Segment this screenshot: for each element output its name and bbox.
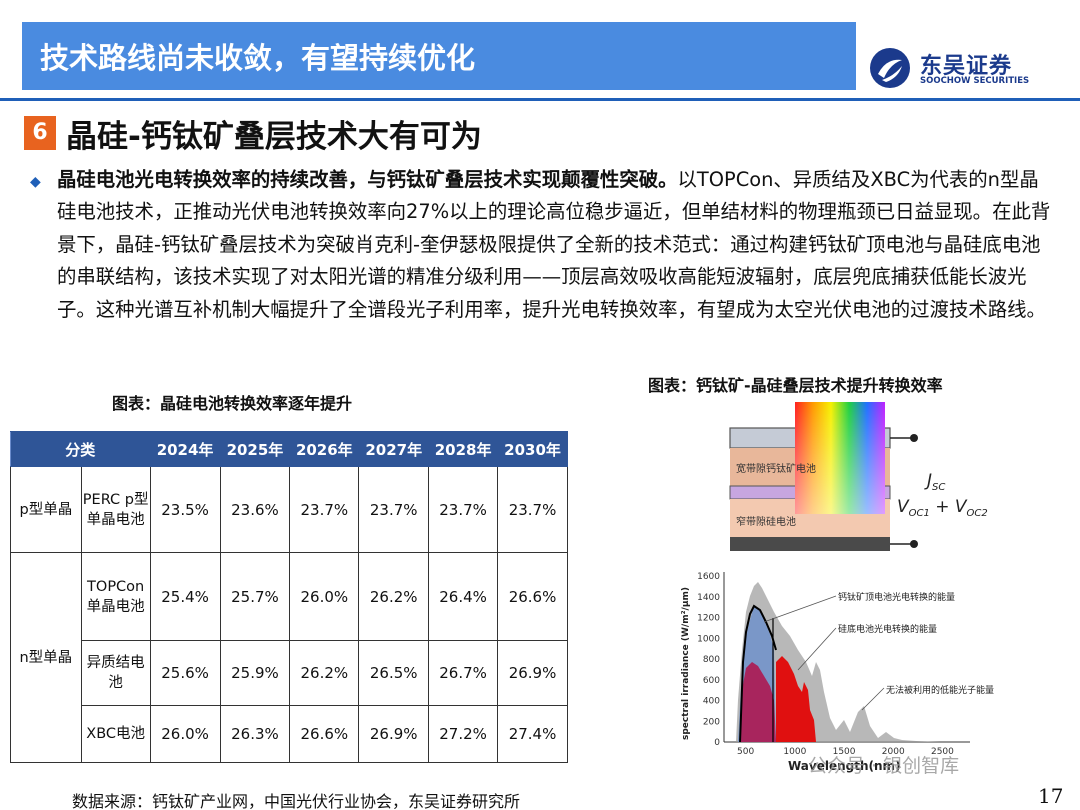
top-terminal — [910, 434, 918, 442]
y-tick-label: 1200 — [697, 614, 720, 624]
spectrum-beam-fade — [795, 402, 885, 514]
table-row: XBC电池 26.0% 26.3% 26.6% 26.9% 27.2% 27.4… — [11, 705, 568, 763]
type-cell: TOPCon单晶电池 — [80, 552, 151, 641]
logo-text-cn: 东吴证券 — [920, 54, 1013, 79]
value-cell: 26.7% — [428, 640, 499, 706]
y-tick-label: 800 — [703, 655, 720, 665]
value-cell: 26.6% — [289, 705, 360, 763]
value-cell: 26.9% — [497, 640, 568, 706]
value-cell: 25.6% — [149, 640, 221, 706]
annotation-pointer-top — [763, 595, 837, 623]
value-cell: 25.9% — [219, 640, 291, 706]
body-paragraph: 晶硅电池光电转换效率的持续改善，与钙钛矿叠层技术实现颠覆性突破。以TOPCon、… — [57, 164, 1057, 326]
logo: 东吴证券 SOOCHOW SECURITIES — [868, 46, 1068, 90]
header-cell-year: 2026年 — [289, 431, 360, 467]
value-cell: 23.7% — [428, 466, 499, 553]
bottom-electrode — [730, 537, 890, 551]
value-cell: 26.6% — [497, 552, 568, 641]
y-tick-label: 1400 — [697, 593, 720, 603]
y-axis-label: spectral irradiance (W/m²/μm) — [681, 587, 691, 740]
y-tick-labels: 1600 1400 1200 1000 800 600 400 200 0 — [697, 572, 720, 748]
efficiency-table: 分类 2024年 2025年 2026年 2027年 2028年 2030年 p… — [10, 431, 568, 763]
value-cell: 26.0% — [289, 552, 360, 641]
y-tick-label: 1600 — [697, 572, 720, 582]
section-title: 晶硅-钙钛矿叠层技术大有可为 — [66, 119, 482, 155]
annotation-perovskite-energy: 钙钛矿顶电池光电转换的能量 — [838, 591, 955, 603]
header-cell-year: 2024年 — [149, 431, 221, 467]
x-tick-label: 1500 — [833, 747, 856, 757]
perovskite-overlap-area — [740, 662, 776, 742]
value-cell: 27.4% — [497, 705, 568, 763]
annotation-silicon-energy: 硅底电池光电转换的能量 — [838, 623, 937, 635]
table-caption: 图表：晶硅电池转换效率逐年提升 — [112, 394, 353, 413]
value-cell: 26.4% — [428, 552, 499, 641]
watermark: 公众号 · 银创智库 — [808, 755, 959, 777]
figure-caption: 图表：钙钛矿-晶硅叠层技术提升转换效率 — [648, 376, 943, 395]
value-cell: 26.5% — [358, 640, 430, 706]
tandem-stack-diagram: 宽带隙钙钛矿电池 窄带隙硅电池 JSC VOC1 + VOC2 — [729, 402, 988, 551]
value-cell: 23.5% — [149, 466, 221, 553]
paragraph-lead: 晶硅电池光电转换效率的持续改善，与钙钛矿叠层技术实现颠覆性突破。 — [57, 168, 678, 191]
value-cell: 26.3% — [219, 705, 291, 763]
y-tick-label: 1000 — [697, 634, 720, 644]
jsc-label: JSC — [924, 471, 945, 493]
value-cell: 27.2% — [428, 705, 499, 763]
perovskite-layer-label: 宽带隙钙钛矿电池 — [736, 462, 816, 475]
table-header-row: 分类 2024年 2025年 2026年 2027年 2028年 2030年 — [10, 431, 568, 467]
tandem-cell-figure: 宽带隙钙钛矿电池 窄带隙硅电池 JSC VOC1 + VOC2 1600 1400… — [681, 402, 994, 777]
table-row: 异质结电池 25.6% 25.9% 26.2% 26.5% 26.7% 26.9… — [11, 640, 568, 706]
silicon-energy-area — [776, 656, 816, 742]
x-tick-label: 2000 — [882, 747, 905, 757]
value-cell: 25.4% — [149, 552, 221, 641]
bottom-terminal — [910, 540, 918, 548]
type-cell: XBC电池 — [80, 705, 151, 763]
header-cell-year: 2025年 — [219, 431, 291, 467]
header-cell-year: 2028年 — [428, 431, 499, 467]
title-bar: 技术路线尚未收敛，有望持续优化 — [22, 22, 856, 90]
x-tick-label: 2500 — [931, 747, 954, 757]
annotation-unused-energy: 无法被利用的低能光子能量 — [886, 684, 994, 696]
type-cell: PERC p型单晶电池 — [80, 466, 151, 553]
paragraph-text: 以TOPCon、异质结及XBC为代表的n型晶硅电池技术，正推动光伏电池转换效率向… — [57, 168, 1051, 321]
x-tick-label: 1000 — [783, 747, 806, 757]
value-cell: 25.7% — [219, 552, 291, 641]
value-cell: 23.7% — [358, 466, 430, 553]
value-cell: 23.6% — [219, 466, 291, 553]
header-cell-year: 2027年 — [358, 431, 430, 467]
value-cell: 23.7% — [497, 466, 568, 553]
data-source: 数据来源：钙钛矿产业网，中国光伏行业协会，东吴证券研究所 — [72, 792, 521, 810]
x-tick-label: 500 — [737, 747, 754, 757]
bandgap-curve — [739, 604, 777, 743]
y-tick-label: 200 — [703, 717, 720, 727]
type-cell: 异质结电池 — [80, 640, 151, 706]
header-divider — [0, 98, 1080, 101]
page-title: 技术路线尚未收敛，有望持续优化 — [40, 41, 476, 75]
page-number: 17 — [1038, 784, 1064, 808]
soochow-logo-icon — [870, 48, 910, 88]
group-cell: n型单晶 — [10, 552, 82, 763]
voc-label: VOC1 + VOC2 — [897, 497, 988, 519]
value-cell: 26.0% — [149, 705, 221, 763]
group-cell: p型单晶 — [10, 466, 82, 553]
logo-text-en: SOOCHOW SECURITIES — [920, 76, 1030, 86]
value-cell: 26.2% — [358, 552, 430, 641]
header-cell-category: 分类 — [10, 431, 151, 467]
x-axis-label: Wavelength(nm) — [788, 759, 901, 773]
section-number: 6 — [24, 116, 56, 150]
x-tick-labels: 500 1000 1500 2000 2500 — [737, 747, 954, 757]
header-cell-year: 2030年 — [497, 431, 568, 467]
annotation-pointer-mid — [797, 627, 837, 671]
y-tick-label: 600 — [703, 676, 720, 686]
y-tick-label: 400 — [703, 697, 720, 707]
value-cell: 26.9% — [358, 705, 430, 763]
silicon-layer-label: 窄带隙硅电池 — [736, 515, 796, 528]
annotation-pointer-low — [861, 687, 885, 711]
table-row: p型单晶 PERC p型单晶电池 23.5% 23.6% 23.7% 23.7%… — [10, 466, 568, 553]
value-cell: 26.2% — [289, 640, 360, 706]
diamond-bullet-icon: ◆ — [30, 174, 41, 190]
table-row: n型单晶 TOPCon单晶电池 25.4% 25.7% 26.0% 26.2% … — [10, 552, 568, 763]
value-cell: 23.7% — [289, 466, 360, 553]
y-tick-label: 0 — [714, 738, 720, 748]
